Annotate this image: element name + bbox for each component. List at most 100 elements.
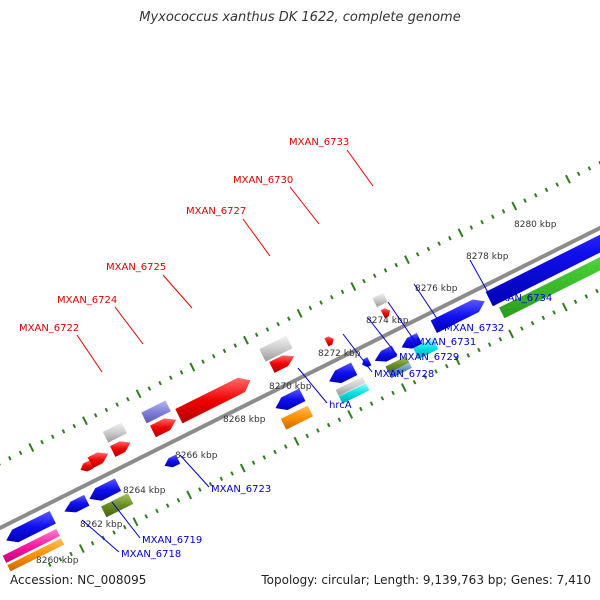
genome-summary-text: Topology: circular; Length: 9,139,763 bp…	[261, 573, 591, 587]
tick-mark	[511, 201, 518, 211]
tick-mark	[426, 246, 431, 252]
tick-mark	[477, 347, 481, 353]
gene-olive	[101, 493, 134, 518]
gene-blue-small-1	[64, 494, 90, 513]
gene-blue-6731-body	[401, 333, 423, 349]
genome-backbone	[0, 225, 600, 531]
tick-mark	[8, 456, 12, 461]
tick-mark	[40, 439, 44, 445]
tick-mark	[273, 449, 277, 455]
gene-mxan-6732-body	[413, 338, 439, 359]
leader-line	[289, 186, 320, 225]
tick-mark	[293, 436, 300, 446]
tick-mark	[283, 444, 288, 449]
gene-mxan-6732	[413, 338, 439, 359]
tick-mark	[251, 460, 256, 465]
label-layer: 8260 kbp 8262 kbp 8264 kbp 8266 kbp 8268 kbp…	[19, 137, 557, 566]
tick-mark	[82, 416, 88, 426]
tick-mark	[126, 396, 130, 402]
gene-mxan-6731	[388, 362, 412, 379]
tick-mark	[533, 193, 538, 198]
gene-mxan-6734-body	[430, 299, 485, 334]
tick-mark	[115, 402, 119, 407]
gene-mxan-6723	[164, 454, 181, 468]
tick-mark	[501, 209, 506, 214]
gene-mxan-6729-body	[374, 345, 398, 362]
gene-blue-small-1-body	[64, 494, 90, 513]
scale-tick-label: 8264 kbp	[123, 486, 166, 496]
tick-mark	[587, 166, 592, 171]
tick-mark	[523, 198, 527, 203]
gene-mxan-6727-body	[259, 335, 293, 362]
tick-mark	[186, 490, 193, 500]
gene-mxan-6722	[102, 422, 128, 443]
tick-mark	[189, 362, 196, 372]
tick-mark	[165, 503, 170, 508]
gene-label-top: MXAN_6733	[289, 137, 349, 148]
gene-label-bottom: MXAN_6718	[121, 549, 181, 560]
tick-mark	[466, 353, 471, 358]
tick-mark	[78, 544, 85, 554]
gene-mxan-6725-body	[175, 377, 251, 424]
tick-mark	[72, 423, 77, 429]
gene-label-bottom: MXAN_6723	[211, 484, 271, 495]
feature-layer	[2, 234, 600, 572]
tick-mark	[254, 332, 259, 338]
gene-mxan-6723-body	[164, 454, 181, 468]
tick-mark	[434, 369, 438, 374]
gene-blue-tiny-body	[362, 357, 372, 368]
gene-blue-small-2-body	[89, 478, 122, 501]
tick-mark	[457, 228, 464, 238]
tick-mark	[276, 321, 280, 327]
tick-mark	[305, 433, 310, 439]
gene-mxan-6733-body	[372, 292, 388, 308]
tick-mark	[93, 413, 98, 418]
tick-mark	[179, 370, 184, 375]
gene-mxan-6719-body	[6, 511, 56, 543]
tick-mark	[61, 429, 66, 434]
tick-mark	[412, 379, 417, 385]
leader-line	[114, 306, 144, 345]
gene-red-6733	[380, 308, 390, 319]
gene-red-tiny	[80, 460, 94, 472]
gene-mxan-6725	[175, 377, 251, 424]
scale-tick-label: 8266 kbp	[175, 451, 218, 461]
tick-mark	[552, 310, 556, 315]
scale-tick-label: 8278 kbp	[466, 252, 509, 262]
gene-mxan-6724	[141, 400, 171, 424]
gene-label-bottom: MXAN_6734	[492, 293, 552, 304]
gene-label-top: MXAN_6724	[57, 295, 117, 306]
gene-mxan-6719	[6, 511, 56, 543]
tick-mark	[415, 252, 420, 257]
gene-hrca	[280, 405, 314, 430]
gene-hrca-body	[280, 405, 314, 430]
tick-mark	[448, 235, 452, 241]
gene-red-6727-body	[269, 355, 295, 373]
tick-mark	[454, 356, 461, 366]
tick-mark	[316, 428, 320, 433]
tick-mark	[104, 407, 109, 413]
tick-mark	[219, 476, 224, 482]
gene-mxan-6718-b	[7, 538, 65, 572]
gene-mxan-6728	[338, 383, 370, 404]
tick-mark	[18, 450, 23, 456]
scale-tick-label: 8280 kbp	[514, 220, 557, 230]
tick-mark	[243, 335, 249, 345]
gene-red-1-body	[87, 452, 109, 469]
scale-tick-label: 8262 kbp	[80, 520, 123, 530]
tick-mark	[319, 300, 323, 305]
gene-mxan-6730-body	[324, 336, 334, 347]
tick-mark	[132, 517, 139, 527]
gene-label-top: MXAN_6727	[186, 206, 246, 217]
gene-red-2-body	[110, 441, 131, 457]
gene-label-bottom: MXAN_6728	[374, 369, 434, 380]
leader-line	[469, 259, 491, 297]
tick-mark	[372, 273, 377, 279]
gene-mxan-6722-body	[102, 422, 128, 443]
tick-mark	[380, 396, 385, 401]
tick-mark	[147, 386, 152, 391]
gene-blue-6728a	[329, 362, 358, 384]
tick-mark	[308, 305, 313, 311]
tick-mark	[211, 354, 216, 359]
